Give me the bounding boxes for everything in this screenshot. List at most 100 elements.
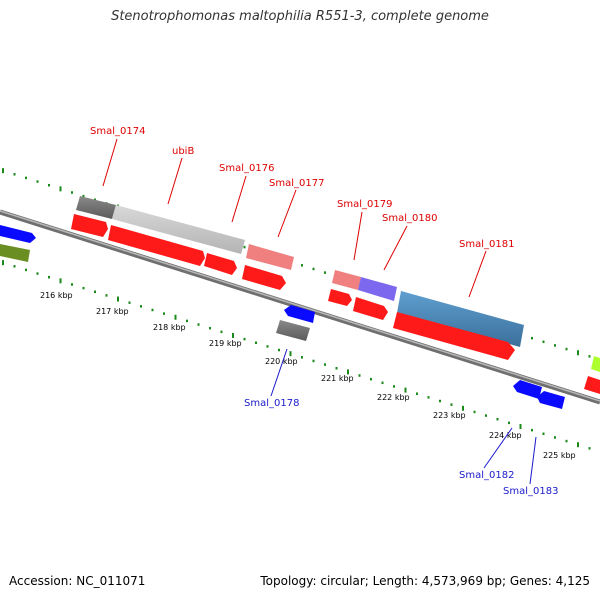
- cds-ubib: [108, 225, 205, 266]
- gene-smal0183-arrow: [537, 391, 565, 409]
- track-dot: [588, 355, 591, 358]
- track-dot: [554, 436, 556, 439]
- track-dot: [71, 283, 73, 286]
- gene-smal0181-feature: [397, 291, 524, 347]
- gene-labels: Smal_0174 ubiB Smal_0176 Smal_0177 Smal_0179…: [90, 126, 558, 497]
- track-dot: [278, 348, 280, 352]
- track-dot: [577, 442, 579, 448]
- track-dot: [473, 410, 476, 414]
- gene-label: Smal_0179: [337, 199, 392, 210]
- gene-ubib-feature: [112, 205, 245, 254]
- track-dot: [531, 336, 533, 340]
- track-dot: [48, 183, 50, 187]
- scale-tick-label: 219 kbp: [209, 339, 242, 348]
- cds-right-edge: [584, 376, 600, 394]
- track-dot: [25, 176, 27, 180]
- track-dot: [347, 369, 349, 375]
- track-dot: [324, 271, 326, 274]
- scale-tick-label: 220 kbp: [265, 357, 298, 366]
- track-dot: [404, 387, 407, 393]
- track-dot: [335, 366, 338, 370]
- track-dot: [542, 432, 545, 436]
- gene-label: Smal_0180: [382, 213, 437, 224]
- scale-tick-label: 216 kbp: [40, 291, 73, 300]
- topology-summary: Topology: circular; Length: 4,573,969 bp…: [260, 574, 590, 588]
- track-dot: [25, 268, 27, 272]
- track-dot: [36, 272, 39, 275]
- track-dot: [82, 286, 85, 290]
- track-dot: [588, 447, 591, 450]
- gene-label: Smal_0181: [459, 239, 514, 250]
- gene-label-connector: [353, 211, 363, 261]
- gene-label-connector: [483, 427, 513, 469]
- gene-smal0182-arrow: [513, 380, 542, 399]
- track-dot: [243, 245, 246, 249]
- gene-smal0180-feature: [358, 277, 397, 301]
- cds-0181: [393, 312, 515, 360]
- gene-label-connectors: [102, 138, 537, 485]
- track-dot: [439, 399, 441, 403]
- gene-label-connector: [270, 348, 288, 397]
- gene-label-connector: [383, 225, 408, 271]
- track-dot: [324, 363, 326, 366]
- track-dot: [577, 350, 579, 356]
- track-dot: [71, 191, 73, 194]
- scale-tick-label: 222 kbp: [377, 393, 410, 402]
- gene-label: ubiB: [172, 146, 194, 157]
- gene-lime-right: [591, 356, 600, 372]
- track-dot: [243, 337, 246, 341]
- cds-track: [0, 214, 600, 394]
- track-dot: [105, 294, 108, 297]
- track-dot: [117, 296, 119, 302]
- scale-tick-labels: 216 kbp 217 kbp 218 kbp 219 kbp 220 kbp 221 k…: [40, 291, 576, 460]
- gene-smal0178-feature: [276, 320, 310, 341]
- gene-smal0179-feature: [332, 270, 361, 290]
- cds-0174: [71, 214, 108, 237]
- backbone: [0, 209, 600, 405]
- track-dot: [312, 267, 315, 271]
- scale-tick-label: 221 kbp: [321, 374, 354, 383]
- scale-tick-label: 224 kbp: [489, 431, 522, 440]
- track-dot: [519, 424, 522, 430]
- track-dot: [48, 275, 50, 279]
- gene-label: Smal_0176: [219, 163, 274, 174]
- feature-track-top: [0, 196, 600, 372]
- track-dot: [220, 330, 223, 334]
- gene-label: Smal_0183: [503, 486, 558, 497]
- track-dot: [542, 340, 545, 344]
- cds-0177: [242, 265, 286, 290]
- track-dot: [151, 308, 154, 312]
- gene-label: Smal_0177: [269, 178, 324, 189]
- gene-smal0176-feature: [246, 244, 294, 270]
- gene-label-connector: [167, 157, 183, 205]
- cds-olive-left: [0, 244, 30, 262]
- track-dot: [565, 347, 568, 351]
- accession-text: Accession: NC_011071: [9, 574, 146, 588]
- scale-tick-label: 223 kbp: [433, 411, 466, 420]
- track-dot: [174, 314, 177, 320]
- scale-tick-label: 217 kbp: [96, 307, 129, 316]
- gene-label: Smal_0182: [459, 470, 514, 481]
- cds-0176: [204, 253, 237, 275]
- track-dot: [554, 344, 556, 347]
- track-dot: [2, 260, 4, 266]
- track-dot: [531, 428, 533, 432]
- track-dot: [59, 186, 62, 192]
- cds-0179a: [328, 289, 352, 306]
- track-dot: [450, 403, 453, 406]
- track-dot: [565, 439, 568, 443]
- track-dot: [163, 312, 165, 315]
- track-dot: [94, 290, 96, 294]
- track-dot: [128, 301, 131, 304]
- gene-label: Smal_0174: [90, 126, 145, 137]
- track-dot: [13, 173, 16, 176]
- track-dot: [186, 319, 188, 323]
- inner-dotted-track: [2, 260, 591, 450]
- cds-0179b: [353, 297, 388, 320]
- map-title: Stenotrophomonas maltophilia R551-3, com…: [111, 9, 489, 24]
- gene-label-connector: [231, 175, 247, 223]
- track-dot: [59, 278, 62, 284]
- feature-track-bottom: [276, 305, 565, 409]
- gene-label-connector: [277, 189, 297, 238]
